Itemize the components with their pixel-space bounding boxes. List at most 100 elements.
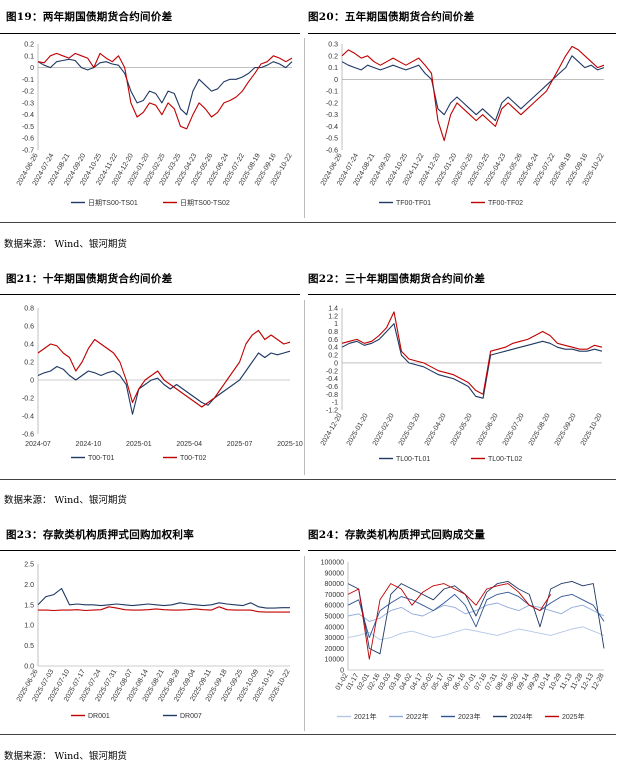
fig22-title: 图22：三十年期国债期货合约间价差 xyxy=(308,273,486,285)
fig22-chart: 1.4 1.2 1 0.8 0.6 0.4 0.2 0 -0.2 -0.4 -0.6 -0.8 -1 -1… xyxy=(308,300,614,472)
series-line-1 xyxy=(347,602,605,622)
legend-label: 2022年 xyxy=(406,712,429,721)
row3-top-rule xyxy=(0,550,300,551)
y-tick-label: 0.1 xyxy=(328,65,338,72)
y-tick-label: -0.2 xyxy=(22,396,34,403)
legend-label: TF00-TF02 xyxy=(488,200,523,207)
series-line-1 xyxy=(37,52,293,130)
y-tick-label: 0.4 xyxy=(24,342,34,349)
series-line-3 xyxy=(347,580,605,655)
y-tick-label: 30000 xyxy=(325,635,345,642)
row2-top-rule-right xyxy=(308,294,616,295)
column-divider xyxy=(304,300,305,475)
y-tick-label: 0 xyxy=(30,65,34,72)
y-tick-label: -0.8 xyxy=(326,392,338,399)
y-tick-label: 2.0 xyxy=(24,582,34,589)
y-tick-label: 0.8 xyxy=(24,306,34,313)
y-tick-label: 1.5 xyxy=(24,602,34,609)
legend-label: TF00-TF01 xyxy=(396,200,431,207)
fig21-title: 图21：十年期国债期货合约间价差 xyxy=(6,273,173,285)
y-tick-label: 80000 xyxy=(325,581,345,588)
y-tick-label: 0.6 xyxy=(24,324,34,331)
y-tick-label: -0.1 xyxy=(326,89,338,96)
y-tick-label: 0.1 xyxy=(24,53,34,60)
legend-label: 2024年 xyxy=(510,712,533,721)
fig20-chart: 0.3 0.2 0.1 0 -0.1 -0.2 -0.3 -0.4 -0.5 -0.6 2024-0… xyxy=(308,38,614,216)
legend-label: DR001 xyxy=(88,713,110,720)
y-tick-label: -0.6 xyxy=(326,384,338,391)
y-tick-label: -0.4 xyxy=(22,414,34,421)
legend-label: 2023年 xyxy=(458,712,481,721)
row1-top-rule xyxy=(0,33,300,34)
y-tick-label: 0.5 xyxy=(24,643,34,650)
y-tick-label: 0.3 xyxy=(328,42,338,49)
series-line-0 xyxy=(37,350,291,415)
series-line-0 xyxy=(341,55,605,122)
series-line-2 xyxy=(347,591,605,639)
y-tick-label: -0.2 xyxy=(326,368,338,375)
x-tick-label: 2025-01 xyxy=(126,441,152,448)
series-line-4 xyxy=(347,583,552,660)
legend-label: DR007 xyxy=(180,713,202,720)
y-tick-label: -0.5 xyxy=(326,136,338,143)
y-tick-label: 100000 xyxy=(321,560,344,567)
y-tick-label: 10000 xyxy=(325,657,345,664)
x-tick-label: 2025-07 xyxy=(227,441,253,448)
series-line-1 xyxy=(341,311,603,395)
y-tick-label: -0.5 xyxy=(22,124,34,131)
legend-label: 日期TS00-TS02 xyxy=(180,199,230,207)
y-tick-label: 0 xyxy=(334,360,338,367)
source-note: 数据来源： Wind、银河期货 xyxy=(4,239,127,250)
y-tick-label: -1 xyxy=(332,400,338,407)
y-tick-label: 1 xyxy=(334,321,338,328)
x-tick-label: 2025-05-20 xyxy=(450,412,474,447)
x-tick-label: 2024-12-20 xyxy=(320,412,344,447)
y-tick-label: 0.2 xyxy=(24,360,34,367)
fig23-chart: 2.5 2.0 1.5 1.0 0.5 0.0 2025-06-26 2025-07-03 20… xyxy=(4,556,302,728)
x-tick-label: 2025-01-20 xyxy=(346,412,370,447)
row1-top-rule-right xyxy=(308,33,616,34)
y-tick-label: -0.1 xyxy=(22,77,34,84)
x-tick-label: 2025-03-20 xyxy=(398,412,422,447)
y-tick-label: 0.6 xyxy=(328,337,338,344)
legend-label: TL00-TL02 xyxy=(488,456,522,463)
y-tick-label: -0.3 xyxy=(22,100,34,107)
series-line-0 xyxy=(38,606,290,613)
fig21-chart: 0.8 0.6 0.4 0.2 0 -0.2 -0.4 -0.6 2024-07 2024-10 2… xyxy=(4,300,303,472)
x-tick-label: 2025-10-20 xyxy=(580,412,604,447)
fig19-title: 图19：两年期国债期货合约间价差 xyxy=(6,11,173,23)
x-tick-label: 2025-10 xyxy=(277,441,303,448)
source-note: 数据来源： Wind、银河期货 xyxy=(4,751,127,762)
row1-bottom-rule xyxy=(0,222,616,223)
source-note: 数据来源： Wind、银河期货 xyxy=(4,495,127,506)
legend-label: TL00-TL01 xyxy=(396,456,430,463)
row3-bottom-rule xyxy=(0,734,616,735)
y-tick-label: 0.2 xyxy=(328,53,338,60)
y-tick-label: -0.3 xyxy=(326,112,338,119)
y-tick-label: 0.0 xyxy=(24,664,34,671)
fig19-chart: 0.2 0.1 0 -0.1 -0.2 -0.3 -0.4 -0.5 -0.6 -0.7 2024-… xyxy=(4,38,302,216)
x-tick-label: 2025-06-20 xyxy=(476,412,500,447)
row2-bottom-rule xyxy=(0,479,616,480)
y-tick-label: 0 xyxy=(340,668,344,675)
y-tick-label: 1.4 xyxy=(328,306,338,313)
y-tick-label: 70000 xyxy=(325,592,345,599)
series-line-0 xyxy=(347,626,605,641)
y-tick-label: 0 xyxy=(30,378,34,385)
column-divider xyxy=(304,556,305,731)
y-tick-label: 50000 xyxy=(325,614,345,621)
x-tick-label: 2024-07 xyxy=(25,441,51,448)
y-tick-label: -0.2 xyxy=(22,89,34,96)
row2-top-rule xyxy=(0,294,300,295)
fig20-title: 图20：五年期国债期货合约间价差 xyxy=(308,11,475,23)
legend-label: 2021年 xyxy=(354,712,377,721)
y-tick-label: 1.0 xyxy=(24,623,34,630)
y-tick-label: 1.2 xyxy=(328,313,338,320)
y-tick-label: -0.4 xyxy=(326,124,338,131)
x-tick-label: 2025-09-20 xyxy=(554,412,578,447)
y-tick-label: -0.4 xyxy=(22,112,34,119)
y-tick-label: 60000 xyxy=(325,603,345,610)
series-line-1 xyxy=(341,45,605,142)
fig23-title: 图23：存款类机构质押式回购加权利率 xyxy=(6,529,195,541)
y-tick-label: -0.7 xyxy=(22,148,34,155)
